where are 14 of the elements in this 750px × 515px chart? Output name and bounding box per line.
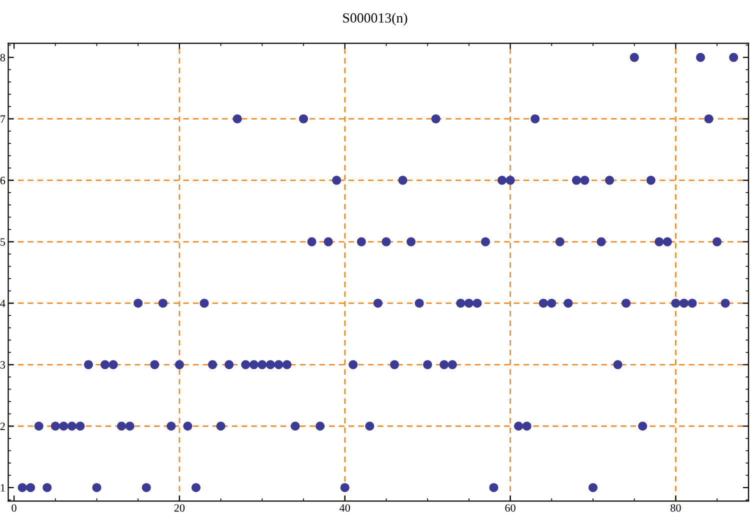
y-tick-label: 6 [0, 176, 6, 184]
x-tick-label: 20 [174, 504, 185, 512]
y-tick-label: 8 [0, 54, 6, 62]
y-tick-label: 1 [0, 484, 5, 492]
y-tick-label: 7 [0, 115, 6, 123]
y-tick-label: 4 [0, 300, 6, 308]
x-tick-label: 0 [12, 504, 16, 512]
y-tick-label: 3 [0, 361, 6, 369]
x-tick-label: 60 [505, 504, 516, 512]
y-tick-label: 2 [0, 422, 5, 430]
x-tick-label: 80 [670, 504, 681, 512]
x-tick-label: 40 [340, 504, 350, 512]
chart-title: S000013(n) [343, 12, 408, 26]
y-tick-label: 5 [0, 238, 6, 246]
